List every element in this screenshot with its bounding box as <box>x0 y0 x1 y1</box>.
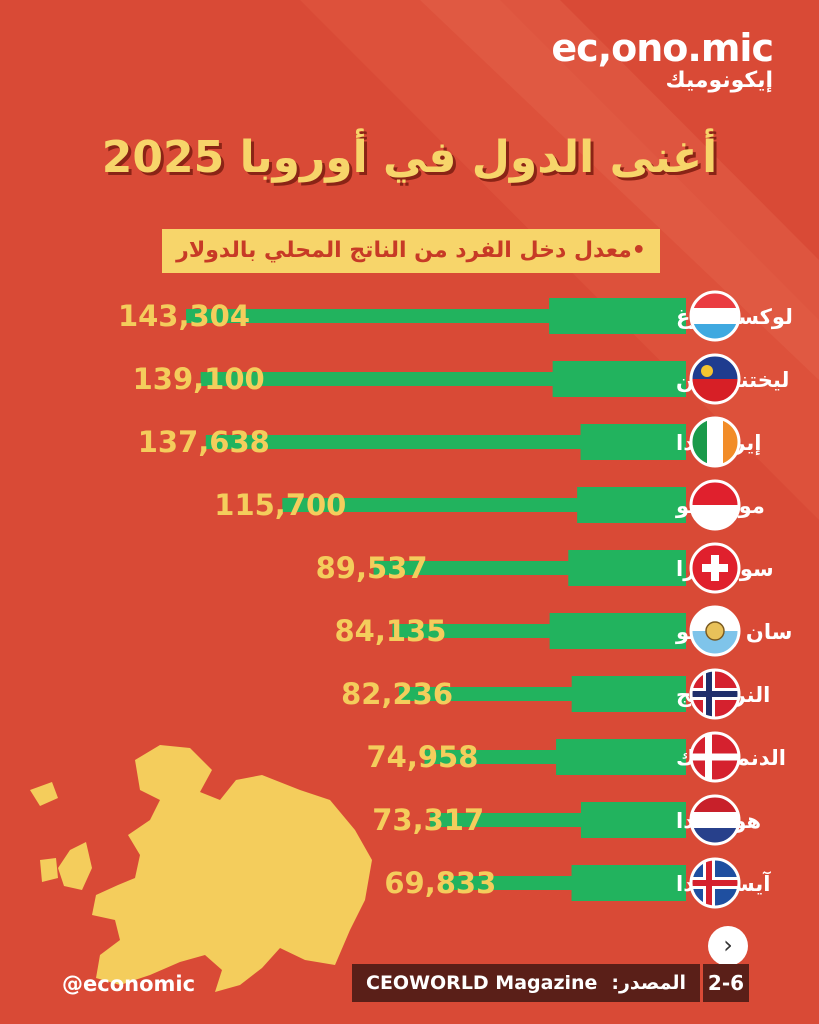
value-label: 84,135 <box>334 614 446 648</box>
chevron-right-icon: › <box>723 931 733 959</box>
category-label-bg <box>571 865 686 901</box>
chart-subtitle: •معدل دخل الفرد من الناتج المحلي بالدولا… <box>162 229 660 273</box>
category-label-bg <box>580 802 686 838</box>
value-label: 143,304 <box>118 299 250 333</box>
chart-row: إيرلنـــدا137,638 <box>138 416 761 468</box>
value-label: 82,236 <box>341 677 453 711</box>
brand-logo: ec,ono.mic إيكونوميك <box>551 26 774 94</box>
brand-logo-latin: ec,ono.mic <box>551 26 774 70</box>
value-label: 89,537 <box>316 551 428 585</box>
switzerland-flag-icon <box>689 542 741 594</box>
chart-row: النرويـــج82,236 <box>341 668 770 720</box>
value-label: 137,638 <box>138 425 270 459</box>
netherlands-flag-icon <box>689 794 741 846</box>
category-label-bg <box>571 676 686 712</box>
next-page-button[interactable]: › <box>708 926 748 966</box>
brand-logo-arabic: إيكونوميك <box>665 68 773 93</box>
chart-row: سان مارينو84,135 <box>334 605 792 657</box>
category-label-bg <box>552 361 686 397</box>
norway-flag-icon <box>689 668 741 720</box>
category-label-bg <box>577 487 686 523</box>
value-label: 73,317 <box>372 803 484 837</box>
luxembourg-flag-icon <box>689 290 741 342</box>
page-number: 2-6 <box>703 964 749 1002</box>
value-label: 115,700 <box>214 488 346 522</box>
europe-map-icon <box>30 745 372 992</box>
value-label: 74,958 <box>367 740 479 774</box>
category-label-bg <box>549 298 686 334</box>
chart-row: ليختنشتاين139,100 <box>133 353 789 405</box>
category-label-bg <box>580 424 686 460</box>
chart-row: سويســرا89,537 <box>316 542 774 594</box>
chart-row: موناكـــو115,700 <box>214 479 765 531</box>
diagonal-stripe <box>420 0 819 380</box>
source-box: CEOWORLD Magazine المصدر: <box>352 964 700 1002</box>
chart-title: أغنى الدول في أوروبا 2025 <box>101 132 718 183</box>
chart-row: هولنـــدا73,317 <box>372 794 761 846</box>
san-marino-flag-icon <box>689 605 741 657</box>
value-label: 139,100 <box>133 362 265 396</box>
category-label-bg <box>556 739 686 775</box>
source-value: CEOWORLD Magazine <box>366 972 598 994</box>
chart-row: آيسلنـــدا69,833 <box>384 857 771 909</box>
monaco-flag-icon <box>689 479 741 531</box>
social-handle: @economic <box>62 972 196 996</box>
denmark-flag-icon <box>689 731 741 783</box>
category-label-bg <box>549 613 686 649</box>
category-label-bg <box>568 550 686 586</box>
chart-row: الدنمـــارك74,958 <box>367 731 786 783</box>
ireland-flag-icon <box>689 416 741 468</box>
chart-row: لوكسمبورغ143,304 <box>118 290 793 342</box>
liechtenstein-flag-icon <box>689 353 741 405</box>
value-label: 69,833 <box>384 866 496 900</box>
bar <box>205 435 686 449</box>
source-label: المصدر: <box>611 972 686 994</box>
iceland-flag-icon <box>689 857 741 909</box>
